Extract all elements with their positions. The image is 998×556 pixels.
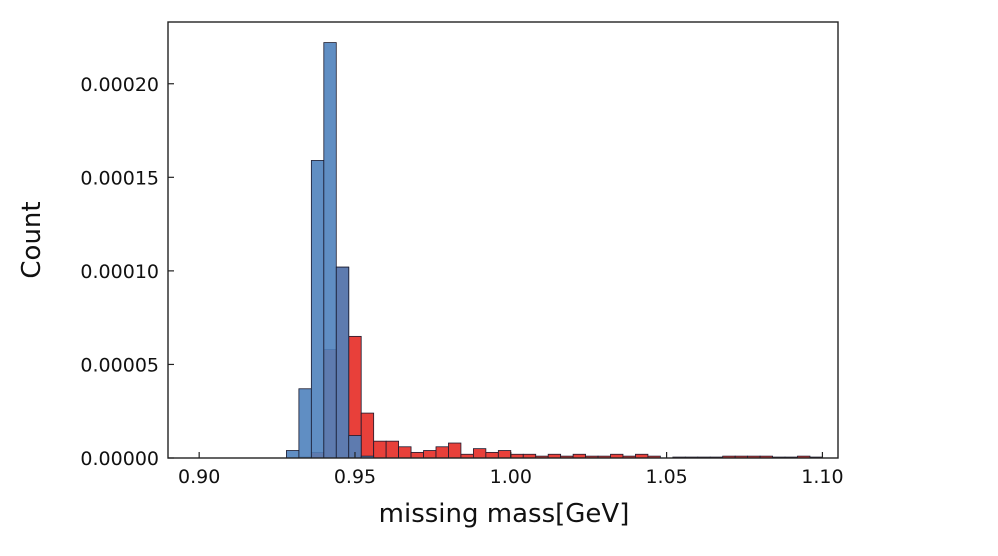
x-tick-label: 1.05 <box>645 466 687 488</box>
histogram-bar <box>410 451 424 459</box>
x-axis: 0.90 0.95 1.00 1.05 1.10 <box>178 452 844 488</box>
y-axis: 0.00000 0.00005 0.00010 0.00015 0.00020 <box>80 74 174 470</box>
x-tick-label: 1.10 <box>801 466 843 488</box>
plot-frame <box>167 21 839 459</box>
y-tick-label: 0.00015 <box>80 167 159 189</box>
histogram-bar <box>310 160 325 459</box>
y-tick-label: 0.00005 <box>80 354 159 376</box>
histogram-bar <box>398 446 412 459</box>
histogram-bars <box>286 42 823 459</box>
histogram-bar <box>298 388 312 459</box>
histogram-bar <box>472 448 487 459</box>
histogram-bar <box>423 450 437 459</box>
histogram-bar <box>435 446 449 459</box>
y-tick-label: 0.00000 <box>80 448 159 470</box>
x-axis-title: missing mass[GeV] <box>379 499 630 529</box>
y-tick-label: 0.00010 <box>80 261 159 283</box>
x-tick-label: 0.90 <box>178 466 220 488</box>
y-axis-title: Count <box>17 201 47 278</box>
histogram-bar <box>485 451 499 459</box>
histogram-bar <box>373 440 387 459</box>
histogram-bar <box>335 266 350 459</box>
histogram-bar <box>323 42 337 459</box>
histogram-bar <box>497 450 512 459</box>
x-tick-label: 0.95 <box>334 466 376 488</box>
y-tick-label: 0.00020 <box>80 74 159 96</box>
histogram-bar <box>286 450 300 459</box>
histogram-bar <box>360 412 375 459</box>
x-tick-label: 1.00 <box>490 466 532 488</box>
histogram-bar <box>385 440 400 459</box>
histogram-bar <box>448 442 462 459</box>
